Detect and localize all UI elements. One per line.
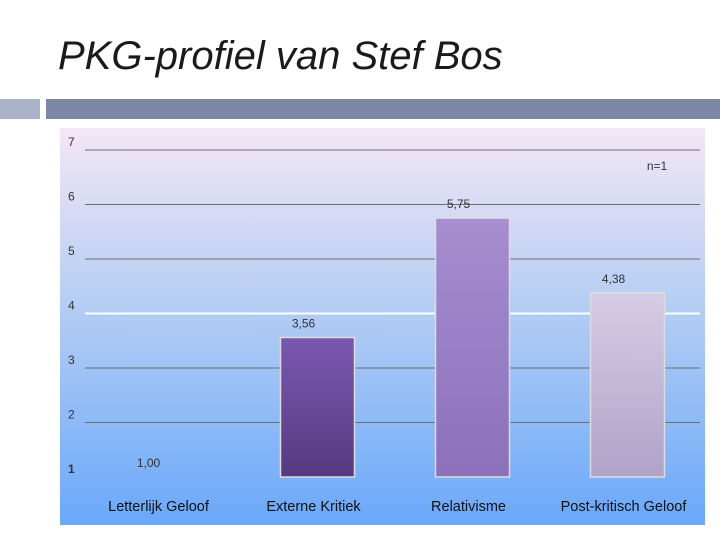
bar-chart: 1 2 3 4 5 6 7 1,00 Letterlijk Geloof 3,56 Externe … <box>60 128 705 525</box>
y-tick-label: 2 <box>68 408 75 422</box>
x-category-label: Post-kritisch Geloof <box>561 499 688 515</box>
title-accent-bar <box>46 99 720 119</box>
data-label: 1,00 <box>137 456 161 470</box>
y-tick-label: 6 <box>68 190 75 204</box>
chart-canvas: 1 2 3 4 5 6 7 1,00 Letterlijk Geloof 3,56 Externe … <box>60 128 705 525</box>
y-tick-label: 4 <box>68 299 75 313</box>
bar-relativisme <box>434 217 511 478</box>
y-tick-label: 5 <box>68 244 75 258</box>
y-tick-label: 7 <box>68 135 75 149</box>
x-category-label: Externe Kritiek <box>266 499 361 515</box>
y-tick-label: 1 <box>68 462 75 476</box>
x-category-label: Relativisme <box>431 499 506 515</box>
bar-post-kritisch-geloof <box>589 292 666 478</box>
y-tick-label: 3 <box>68 353 75 367</box>
sample-size-annotation: n=1 <box>647 159 668 173</box>
title-accent-square <box>0 99 40 119</box>
bar-externe-kritiek <box>279 336 356 478</box>
slide-title: PKG-profiel van Stef Bos <box>58 34 503 78</box>
data-label: 3,56 <box>292 316 316 330</box>
data-label: 4,38 <box>602 272 626 286</box>
x-category-label: Letterlijk Geloof <box>108 499 210 515</box>
data-label: 5,75 <box>447 197 471 211</box>
